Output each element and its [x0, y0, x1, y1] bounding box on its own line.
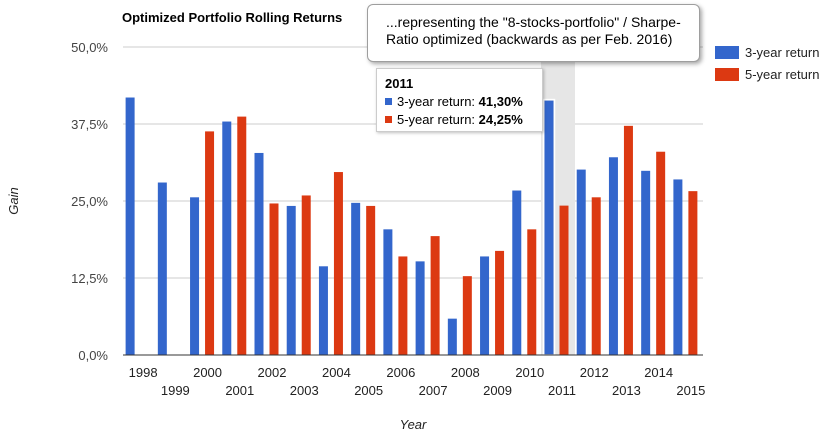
bar-5yr-2000[interactable]	[205, 131, 215, 355]
bar-5yr-2002[interactable]	[269, 203, 279, 355]
bars[interactable]	[125, 97, 698, 356]
bar-3yr-2005[interactable]	[351, 202, 361, 355]
legend-label-3yr[interactable]: 3-year return	[745, 45, 819, 60]
bar-5yr-2005[interactable]	[366, 205, 376, 355]
tooltip-label-5yr: 5-year return:	[397, 112, 476, 127]
x-tick-label: 2009	[483, 383, 512, 398]
x-tick-label: 2002	[258, 365, 287, 380]
legend[interactable]: 3-year return 5-year return	[715, 45, 819, 82]
bar-3yr-2006[interactable]	[383, 229, 393, 355]
x-tick-label: 1998	[129, 365, 158, 380]
bar-3yr-2009[interactable]	[480, 256, 490, 355]
x-tick-label: 2015	[676, 383, 705, 398]
bar-5yr-2014[interactable]	[656, 151, 666, 355]
y-tick-label: 12,5%	[71, 271, 108, 286]
bar-5yr-2006[interactable]	[398, 256, 408, 355]
bar-3yr-2011[interactable]	[544, 100, 554, 355]
y-tick-label: 37,5%	[71, 117, 108, 132]
y-tick-label: 25,0%	[71, 194, 108, 209]
y-tick-label: 0,0%	[78, 348, 108, 363]
x-tick-label: 2005	[354, 383, 383, 398]
x-axis-label: Year	[400, 417, 427, 432]
bar-3yr-2001[interactable]	[222, 121, 232, 355]
y-tick-label: 50,0%	[71, 40, 108, 55]
x-tick-label: 2007	[419, 383, 448, 398]
legend-swatch-3yr	[715, 46, 739, 59]
x-tick-label: 2011	[548, 383, 576, 398]
bar-5yr-2008[interactable]	[462, 276, 472, 355]
x-tick-label: 2014	[644, 365, 673, 380]
bar-5yr-2007[interactable]	[430, 236, 440, 355]
x-tick-label: 2010	[515, 365, 544, 380]
bar-5yr-2011[interactable]	[559, 205, 569, 355]
bar-3yr-2012[interactable]	[576, 169, 586, 355]
tooltip-year: 2011	[385, 76, 414, 91]
x-tick-label: 2000	[193, 365, 222, 380]
y-tick-labels: 0,0% 12,5% 25,0% 37,5% 50,0%	[71, 40, 108, 363]
tooltip-label-3yr: 3-year return:	[397, 94, 476, 109]
x-tick-label: 2004	[322, 365, 351, 380]
tooltip-value-5yr: 24,25%	[478, 112, 523, 127]
bar-3yr-2007[interactable]	[415, 261, 425, 355]
x-tick-label: 2013	[612, 383, 641, 398]
x-tick-label: 2003	[290, 383, 319, 398]
bar-5yr-2003[interactable]	[301, 195, 311, 355]
bar-3yr-2014[interactable]	[641, 170, 651, 355]
bar-5yr-2013[interactable]	[623, 125, 633, 356]
bar-3yr-1998[interactable]	[125, 97, 135, 356]
tooltip-swatch-3yr	[385, 98, 392, 105]
bar-5yr-2012[interactable]	[591, 197, 601, 355]
tooltip-value-3yr: 41,30%	[478, 94, 523, 109]
bar-5yr-2009[interactable]	[495, 250, 505, 355]
x-tick-label: 2008	[451, 365, 480, 380]
bar-3yr-2015[interactable]	[673, 179, 683, 355]
bar-3yr-2002[interactable]	[254, 152, 264, 355]
bar-5yr-2010[interactable]	[527, 229, 537, 355]
tooltip-row-5yr: 5-year return: 24,25%	[385, 111, 534, 129]
bar-5yr-2004[interactable]	[333, 172, 343, 355]
bar-3yr-2004[interactable]	[318, 266, 328, 355]
bar-3yr-1999[interactable]	[157, 182, 167, 355]
tooltip-row-3yr: 3-year return: 41,30%	[385, 93, 534, 111]
x-tick-label: 1999	[161, 383, 190, 398]
bar-3yr-2010[interactable]	[512, 190, 522, 355]
bar-3yr-2000[interactable]	[190, 197, 200, 355]
legend-label-5yr[interactable]: 5-year return	[745, 67, 819, 82]
legend-swatch-5yr	[715, 68, 739, 81]
tooltip: 2011 3-year return: 41,30% 5-year return…	[376, 68, 543, 132]
chart-title: Optimized Portfolio Rolling Returns	[122, 10, 342, 25]
bar-3yr-2003[interactable]	[286, 205, 296, 355]
bar-5yr-2001[interactable]	[237, 116, 247, 355]
x-tick-label: 2006	[386, 365, 415, 380]
annotation-box: ...representing the "8-stocks-portfolio"…	[367, 4, 700, 62]
y-axis-label: Gain	[6, 187, 21, 214]
bar-5yr-2015[interactable]	[688, 191, 698, 355]
x-tick-label: 2012	[580, 365, 609, 380]
bar-3yr-2008[interactable]	[447, 318, 457, 355]
tooltip-swatch-5yr	[385, 116, 392, 123]
annotation-text: ...representing the "8-stocks-portfolio"…	[386, 14, 681, 47]
bar-3yr-2013[interactable]	[608, 157, 618, 355]
x-tick-label: 2001	[225, 383, 254, 398]
